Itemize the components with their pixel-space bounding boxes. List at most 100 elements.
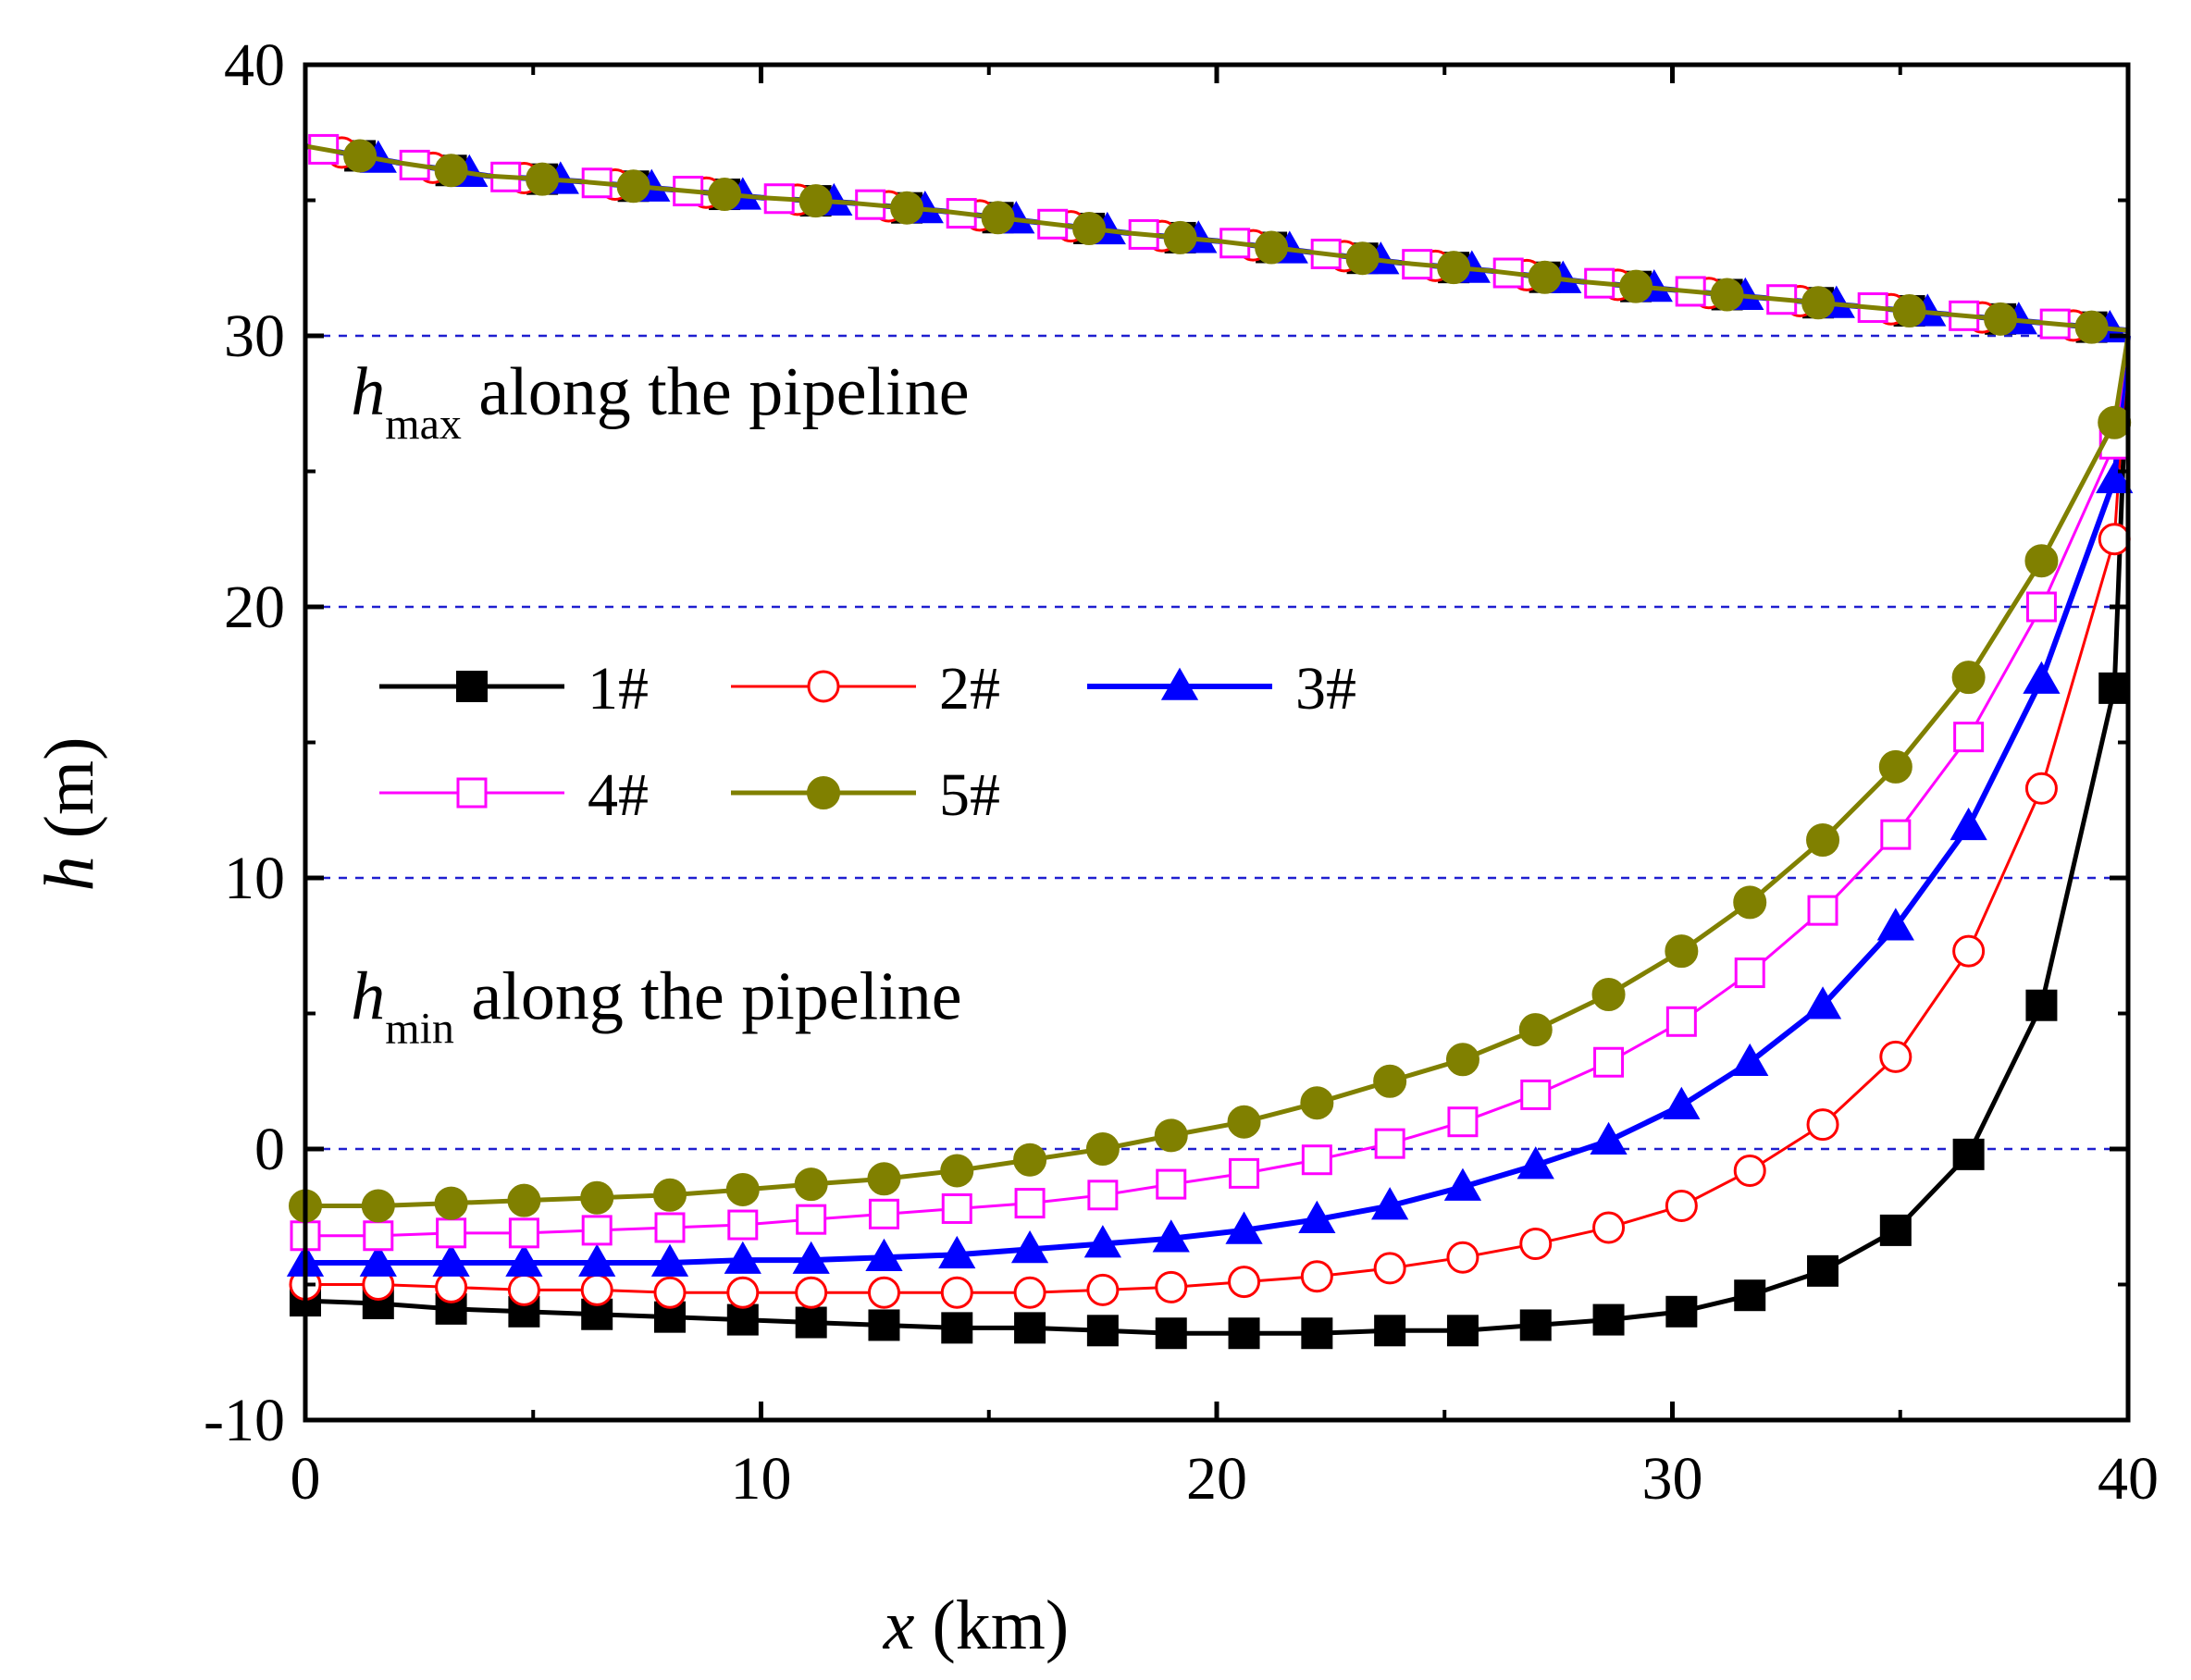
series-hmin-marker: [653, 1276, 687, 1309]
series-hmax-marker: [1345, 241, 1380, 276]
series-hmin-marker: [580, 1180, 614, 1215]
series-hmax-marker: [434, 154, 468, 188]
series-hmin-marker: [580, 1273, 613, 1306]
legend-marker: [1160, 667, 1199, 700]
series-hmin-marker: [1086, 1315, 1119, 1347]
series-hmax-marker: [526, 162, 560, 196]
series-hmax-marker: [343, 139, 378, 173]
series-layer: [286, 133, 2134, 1350]
series-hmin-marker: [508, 1217, 539, 1249]
series-hmin-marker: [941, 1192, 972, 1224]
series-hmin-marker: [654, 1212, 686, 1243]
series-hmin-marker: [1155, 1317, 1187, 1350]
series-hmin-marker: [1014, 1188, 1046, 1219]
series-hmin-marker: [2024, 772, 2058, 805]
annotation-text: along the pipeline: [462, 354, 970, 430]
reference-lines: [305, 334, 2128, 1151]
series-hmin-marker: [1225, 1211, 1263, 1244]
series-hmax-marker: [798, 184, 833, 218]
series-hmin-marker: [1156, 1168, 1187, 1200]
series-hmin-marker: [940, 1276, 973, 1309]
series-hmin-marker: [1879, 1040, 1912, 1073]
series-hmin-marker: [1951, 661, 1986, 695]
series-hmin-marker: [2098, 405, 2132, 439]
series-hmin-marker: [2098, 672, 2131, 704]
series-hmin-marker: [1806, 1108, 1839, 1142]
series-hmin-marker: [1228, 1266, 1261, 1299]
series-hmin-marker: [1227, 1105, 1261, 1139]
series-hmin-marker: [1300, 1260, 1333, 1293]
series-hmax-marker: [1072, 211, 1107, 245]
series-hmin-marker: [505, 1243, 543, 1277]
y-tick-label: -10: [204, 1387, 285, 1454]
series-hmax-marker: [1619, 269, 1653, 303]
series-hmin-marker: [1663, 1086, 1701, 1119]
series-hmin-marker: [1734, 957, 1765, 989]
series-hmin-marker: [1301, 1144, 1332, 1176]
series-hmin-marker: [650, 1243, 689, 1277]
series-hmin-marker: [792, 1241, 830, 1274]
series-hmin-marker: [1953, 722, 1985, 753]
y-tick-label: 40: [224, 31, 285, 99]
series-hmin-marker: [1155, 1270, 1188, 1303]
annotation-text: along the pipeline: [454, 958, 962, 1034]
series-hmin-marker: [1878, 749, 1912, 784]
legend-marker: [807, 670, 840, 703]
series-hmax-marker: [2074, 310, 2109, 344]
series-hmin-marker: [1228, 1317, 1260, 1350]
series-hmin-marker: [938, 1235, 976, 1269]
series-hmin-marker: [1592, 1303, 1625, 1336]
y-tick-label: 10: [224, 845, 285, 912]
series-hmin-marker: [1876, 908, 1914, 941]
series-hmin-marker: [1301, 1317, 1333, 1350]
series-hmin-marker: [1373, 1252, 1406, 1285]
series-hmin-marker: [363, 1220, 394, 1252]
series-hmin-marker: [1086, 1273, 1120, 1306]
series-hmin-marker: [436, 1217, 467, 1249]
series-hmin-marker: [1806, 822, 1840, 857]
legend-entry-2: 2#: [731, 655, 1000, 723]
series-hmin-marker: [507, 1273, 540, 1306]
series-hmin-marker: [1665, 1295, 1698, 1328]
series-hmax-marker: [708, 178, 742, 212]
series-hmin-marker: [1593, 1046, 1625, 1078]
series-hmin-marker: [359, 1243, 397, 1277]
series-hmin-marker: [1445, 1043, 1479, 1077]
series-hmin-marker: [435, 1270, 468, 1303]
legend-entry-4: 4#: [379, 761, 649, 829]
series-hmin-marker: [1154, 1118, 1188, 1153]
legend-label: 4#: [588, 761, 649, 829]
series-hmin-marker: [725, 1172, 760, 1206]
series-hmin-marker: [1300, 1086, 1334, 1120]
legend-label: 2#: [939, 655, 1000, 723]
series-hmin-marker: [868, 1309, 900, 1341]
series-hmin-marker: [1733, 1154, 1766, 1187]
series-hmin-marker: [1443, 1167, 1482, 1201]
series-hmax-marker: [1255, 230, 1289, 265]
legend-label: 3#: [1295, 655, 1356, 723]
legend-marker: [456, 671, 488, 702]
legend: 1# 2# 3# 4# 5#: [379, 655, 1356, 829]
series-hmin-marker: [1374, 1315, 1406, 1347]
series-hmin-marker: [2024, 544, 2059, 578]
series-hmin-marker: [940, 1154, 974, 1188]
series-hmin-marker: [1298, 1200, 1336, 1233]
series-hmin-marker: [941, 1312, 973, 1344]
y-tick-label: 20: [224, 574, 285, 641]
series-hmin-marker: [724, 1241, 761, 1274]
series-hmin-marker: [1229, 1157, 1260, 1189]
series-hmin-marker: [2023, 661, 2061, 694]
annotation-subscript: min: [385, 1004, 454, 1053]
series-hmin-marker: [1591, 977, 1626, 1011]
series-hmin-marker: [796, 1204, 827, 1235]
series-hmin-marker: [1952, 934, 1986, 968]
series-hmin-marker: [867, 1276, 900, 1309]
series-hmax-marker: [981, 201, 1015, 235]
series-hmin-marker: [867, 1162, 901, 1196]
series-hmax-marker: [1528, 260, 1562, 294]
series-hmin-marker: [2025, 591, 2057, 623]
x-tick-label: 40: [2098, 1445, 2159, 1513]
series-hmin-marker: [865, 1238, 903, 1271]
